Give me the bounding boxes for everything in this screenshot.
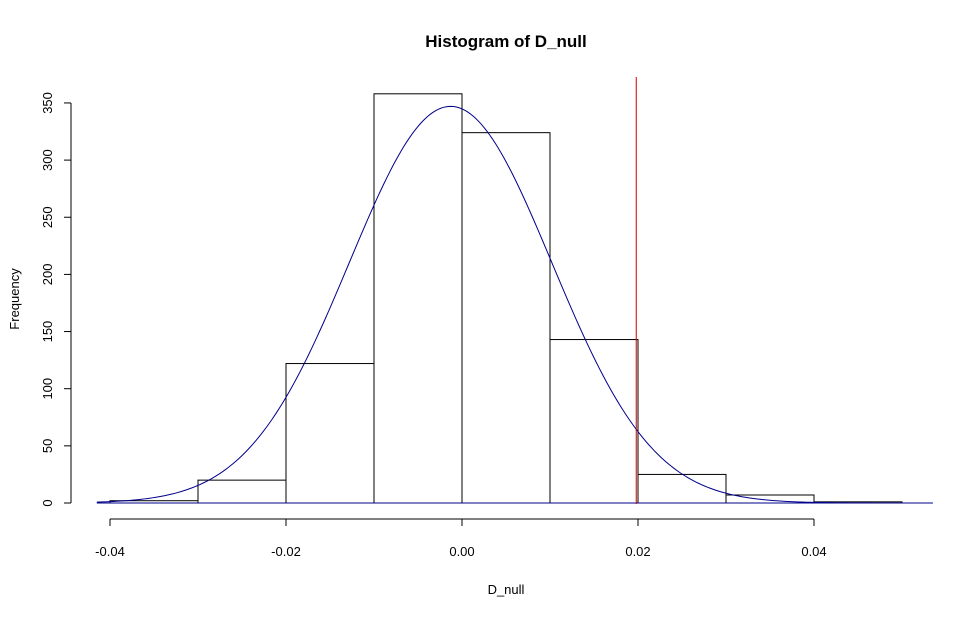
- histogram-bars: [109, 93, 903, 504]
- x-tick-label: 0.04: [801, 544, 826, 559]
- y-tick-label: 350: [40, 92, 55, 114]
- y-tick-label: 200: [40, 264, 55, 286]
- y-axis: 0 50 100 150 200 250 300 350: [40, 92, 72, 507]
- y-tick-label: 300: [40, 149, 55, 171]
- histogram-bar: [373, 93, 463, 504]
- density-curve: [96, 105, 933, 504]
- x-tick-label: 0.00: [449, 544, 474, 559]
- x-tick-label: -0.04: [95, 544, 125, 559]
- y-tick-label: 250: [40, 206, 55, 228]
- y-axis-label: Frequency: [7, 268, 22, 330]
- x-axis-label: D_null: [488, 582, 525, 597]
- x-tick-label: 0.02: [625, 544, 650, 559]
- histogram-bar: [549, 339, 639, 504]
- y-tick-label: 50: [40, 439, 55, 453]
- y-tick-label: 150: [40, 321, 55, 343]
- y-tick-label: 100: [40, 378, 55, 400]
- histogram-bar: [197, 479, 287, 504]
- y-tick-label: 0: [40, 499, 55, 506]
- histogram-bar: [461, 132, 551, 504]
- x-axis: -0.04 -0.02 0.00 0.02 0.04: [95, 518, 827, 559]
- histogram-bar: [285, 363, 375, 504]
- chart-title: Histogram of D_null: [425, 32, 587, 51]
- x-tick-label: -0.02: [271, 544, 301, 559]
